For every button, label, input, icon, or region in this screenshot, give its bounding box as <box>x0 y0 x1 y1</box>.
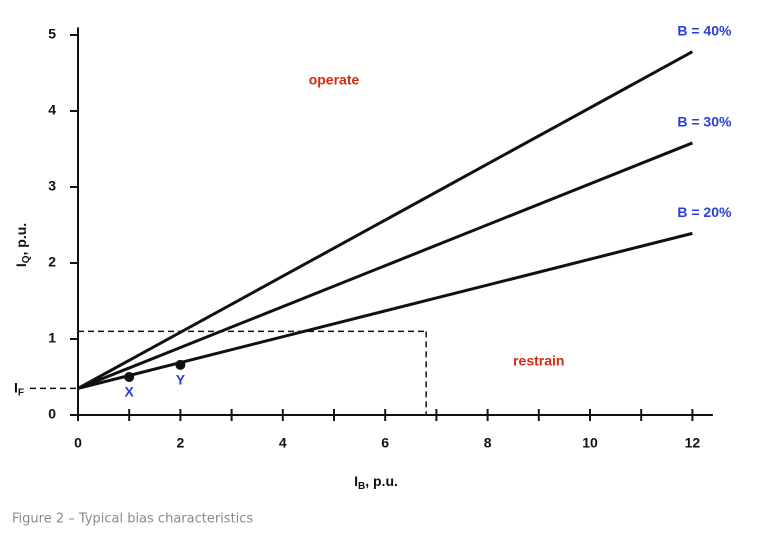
y-tick-label: 4 <box>48 102 56 118</box>
point-label: X <box>125 384 135 400</box>
annotation: operate <box>309 71 360 87</box>
x-tick-label: 10 <box>582 435 598 451</box>
x-tick-label: 12 <box>685 435 701 451</box>
x-tick-label: 8 <box>484 435 492 451</box>
series-label: B = 20% <box>677 204 732 220</box>
y-axis-label-rest: , p.u. <box>13 223 29 256</box>
x-tick-label: 2 <box>177 435 185 451</box>
series-label: B = 30% <box>677 114 732 130</box>
x-tick-label: 6 <box>381 435 389 451</box>
y-tick-label: 3 <box>48 178 56 194</box>
threshold-label: IF <box>14 379 24 398</box>
x-axis-label-subscript: B <box>358 481 365 492</box>
y-tick-label: 0 <box>48 406 56 422</box>
series-label: B = 40% <box>677 22 732 38</box>
y-tick-label: 1 <box>48 330 56 346</box>
series-line <box>77 50 694 390</box>
point <box>175 359 186 370</box>
y-tick-label: 2 <box>48 254 56 270</box>
x-tick-label: 4 <box>279 435 287 451</box>
x-axis-label-symbol: I <box>354 473 358 489</box>
threshold-symbol: I <box>14 379 18 395</box>
annotation: restrain <box>513 353 564 369</box>
point-label: Y <box>176 372 186 388</box>
y-axis-label-symbol: I <box>13 263 29 267</box>
x-axis-label: IB, p.u. <box>354 473 398 492</box>
x-axis-label-rest: , p.u. <box>365 473 398 489</box>
caption: Figure 2 – Typical bias characteristics <box>12 512 253 527</box>
y-tick-label: 5 <box>48 26 56 42</box>
threshold-subscript: F <box>18 387 24 398</box>
point <box>124 372 135 382</box>
series-line <box>77 141 693 390</box>
series-line <box>77 231 693 390</box>
y-axis-label-subscript: Q <box>21 255 32 263</box>
x-tick-label: 0 <box>74 435 82 451</box>
y-axis-label: IQ, p.u. <box>13 223 32 267</box>
